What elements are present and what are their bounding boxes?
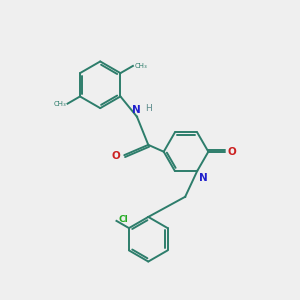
Text: N: N xyxy=(132,105,140,115)
Text: CH₃: CH₃ xyxy=(53,101,66,107)
Text: Cl: Cl xyxy=(118,215,128,224)
Text: N: N xyxy=(199,173,208,183)
Text: CH₃: CH₃ xyxy=(134,63,147,69)
Text: O: O xyxy=(228,147,236,157)
Text: O: O xyxy=(111,151,120,161)
Text: H: H xyxy=(146,104,152,113)
